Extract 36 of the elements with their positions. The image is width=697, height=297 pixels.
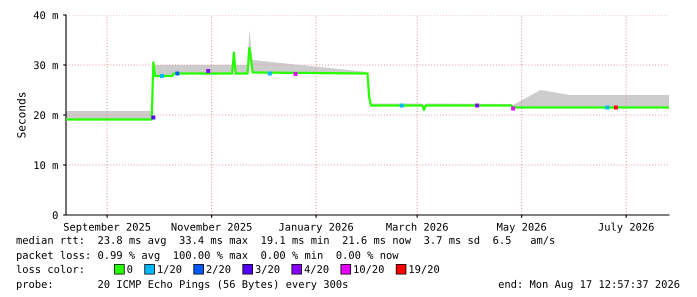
y-tick-label: 30 m bbox=[34, 61, 58, 70]
text: packet loss: 0.99 % avg 100.00 % max 0.00 % min 0.00 % now bbox=[16, 250, 399, 262]
point bbox=[268, 72, 272, 76]
point bbox=[605, 106, 610, 110]
point bbox=[160, 74, 164, 78]
y-tick-label: 40 m bbox=[34, 11, 58, 20]
line-series bbox=[66, 46, 669, 121]
y-tick-label: 20 m bbox=[34, 111, 58, 120]
text: median rtt: 23.8 ms avg 33.4 ms max 19.1 ms min 21.6 ms now 3.7 ms sd 6.5 am/s bbox=[16, 236, 554, 246]
x-tick-label: March 2026 bbox=[386, 222, 448, 231]
legend-label: 19/20 bbox=[410, 265, 440, 274]
legend-label: 3/20 bbox=[256, 265, 280, 274]
x-tick-label: November 2025 bbox=[172, 222, 252, 231]
legend-label: 1/20 bbox=[158, 265, 182, 274]
y-axis-title: Seconds bbox=[16, 92, 26, 138]
legend-label: 2/20 bbox=[206, 265, 230, 274]
y-tick-label: 0 bbox=[52, 211, 58, 220]
x-tick-label: May 2026 bbox=[497, 222, 546, 233]
text: probe: 20 ICMP Echo Pings (56 Bytes) every 300s bbox=[16, 280, 348, 290]
x-tick-label: January 2026 bbox=[279, 222, 354, 233]
y-tick-label: 10 m bbox=[34, 161, 58, 170]
x-tick-label: September 2025 bbox=[64, 222, 150, 233]
legend-label: 10/20 bbox=[354, 265, 384, 274]
point bbox=[400, 104, 404, 108]
point bbox=[475, 104, 480, 108]
text: end: Mon Aug 17 12:57:37 2026 bbox=[498, 280, 680, 290]
point bbox=[206, 69, 210, 73]
legend-label: 0 bbox=[127, 265, 132, 274]
point bbox=[294, 72, 298, 76]
point bbox=[151, 116, 156, 120]
x-tick-label: July 2026 bbox=[598, 222, 654, 233]
point bbox=[614, 106, 618, 110]
point bbox=[511, 106, 516, 110]
text: loss color: bbox=[16, 264, 82, 274]
point bbox=[175, 72, 180, 76]
legend-label: 4/20 bbox=[304, 265, 328, 274]
